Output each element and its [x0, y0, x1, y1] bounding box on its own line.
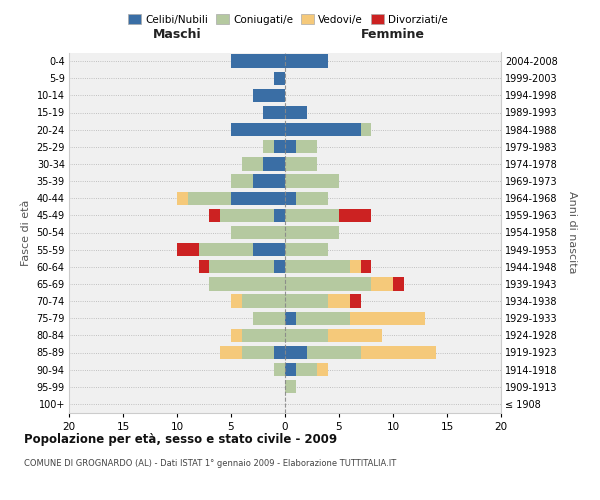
Y-axis label: Anni di nascita: Anni di nascita — [568, 191, 577, 274]
Bar — [361, 123, 371, 136]
Bar — [350, 260, 361, 274]
Bar — [231, 54, 285, 68]
Bar — [361, 260, 371, 274]
Bar — [285, 243, 328, 256]
Bar — [209, 277, 285, 290]
Bar — [177, 243, 199, 256]
Bar — [285, 312, 296, 325]
Bar — [285, 226, 339, 239]
Text: Popolazione per età, sesso e stato civile - 2009: Popolazione per età, sesso e stato civil… — [24, 432, 337, 446]
Bar — [274, 72, 285, 85]
Bar — [350, 294, 361, 308]
Bar — [242, 157, 263, 170]
Bar — [339, 208, 371, 222]
Bar — [296, 192, 328, 205]
Bar — [361, 346, 436, 359]
Bar — [263, 140, 274, 153]
Bar — [285, 123, 361, 136]
Bar — [253, 174, 285, 188]
Bar — [285, 277, 371, 290]
Bar — [285, 208, 339, 222]
Bar — [285, 328, 328, 342]
Bar — [328, 294, 350, 308]
Bar — [285, 157, 317, 170]
Bar — [263, 106, 285, 119]
Text: Femmine: Femmine — [361, 28, 425, 40]
Bar — [307, 346, 361, 359]
Bar — [220, 208, 274, 222]
Bar — [393, 277, 404, 290]
Bar — [328, 328, 382, 342]
Bar — [231, 294, 242, 308]
Bar — [285, 174, 339, 188]
Bar — [188, 192, 231, 205]
Bar — [231, 328, 242, 342]
Bar — [285, 294, 328, 308]
Bar — [317, 363, 328, 376]
Bar — [199, 243, 253, 256]
Bar — [285, 192, 296, 205]
Bar — [242, 294, 285, 308]
Bar — [231, 226, 285, 239]
Bar — [231, 192, 285, 205]
Bar — [285, 346, 307, 359]
Bar — [274, 346, 285, 359]
Text: Maschi: Maschi — [152, 28, 202, 40]
Bar — [274, 140, 285, 153]
Legend: Celibi/Nubili, Coniugati/e, Vedovi/e, Divorziati/e: Celibi/Nubili, Coniugati/e, Vedovi/e, Di… — [124, 10, 452, 29]
Bar — [274, 363, 285, 376]
Bar — [274, 260, 285, 274]
Bar — [231, 123, 285, 136]
Bar — [285, 54, 328, 68]
Bar — [296, 363, 317, 376]
Bar — [285, 380, 296, 394]
Bar — [220, 346, 242, 359]
Bar — [177, 192, 188, 205]
Bar — [274, 208, 285, 222]
Bar — [285, 140, 296, 153]
Bar — [253, 243, 285, 256]
Bar — [350, 312, 425, 325]
Bar — [253, 312, 285, 325]
Y-axis label: Fasce di età: Fasce di età — [21, 200, 31, 266]
Bar — [285, 260, 350, 274]
Text: COMUNE DI GROGNARDO (AL) - Dati ISTAT 1° gennaio 2009 - Elaborazione TUTTITALIA.: COMUNE DI GROGNARDO (AL) - Dati ISTAT 1°… — [24, 459, 396, 468]
Bar — [296, 140, 317, 153]
Bar — [253, 88, 285, 102]
Bar — [242, 328, 285, 342]
Bar — [242, 346, 274, 359]
Bar — [285, 106, 307, 119]
Bar — [199, 260, 209, 274]
Bar — [209, 208, 220, 222]
Bar — [285, 363, 296, 376]
Bar — [296, 312, 350, 325]
Bar — [263, 157, 285, 170]
Bar — [371, 277, 393, 290]
Bar — [231, 174, 253, 188]
Bar — [209, 260, 274, 274]
